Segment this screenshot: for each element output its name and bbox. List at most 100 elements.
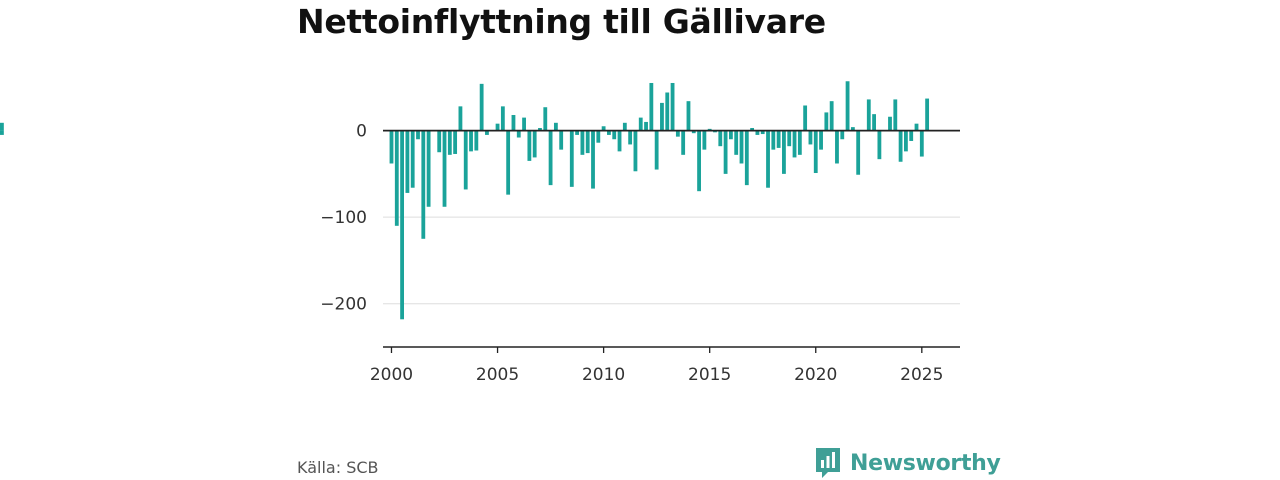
bars — [0, 81, 930, 320]
bar — [675, 130, 680, 137]
bar — [601, 126, 606, 131]
bar — [426, 130, 431, 207]
bar — [734, 130, 739, 155]
bar — [585, 130, 590, 154]
axes — [383, 129, 960, 353]
bar — [919, 130, 924, 157]
bar — [410, 130, 415, 188]
bar — [0, 130, 4, 135]
x-tick-labels: 2000 2005 2010 2015 2020 2025 — [370, 365, 944, 385]
source-note: Källa: SCB — [297, 458, 379, 477]
bar — [485, 130, 489, 135]
y-tick-label: 0 — [356, 122, 367, 142]
bar — [580, 130, 585, 155]
bar — [442, 130, 447, 207]
bar — [925, 98, 930, 131]
brand-name: Newsworthy — [850, 450, 1001, 476]
bar — [866, 99, 871, 131]
bar — [750, 127, 755, 131]
bar — [463, 130, 468, 190]
bar — [644, 121, 648, 131]
bar — [660, 102, 664, 131]
bar — [622, 122, 627, 131]
bar — [845, 81, 850, 131]
x-tick-label: 2010 — [582, 365, 625, 385]
bar — [479, 83, 484, 131]
bar — [596, 130, 601, 143]
bar — [739, 130, 744, 164]
bar — [405, 130, 410, 193]
bar — [702, 130, 707, 150]
bar — [416, 130, 420, 140]
bar — [803, 105, 808, 131]
bar — [813, 130, 818, 174]
bar — [665, 92, 670, 131]
bar — [612, 130, 617, 140]
bar — [532, 130, 537, 158]
bar — [400, 130, 405, 320]
bar — [776, 130, 781, 148]
bar — [681, 130, 686, 155]
newsworthy-logo: Newsworthy — [814, 446, 1001, 480]
bar — [495, 123, 500, 131]
bar — [872, 114, 876, 131]
bar — [670, 82, 675, 131]
bar — [516, 130, 521, 138]
bar — [0, 122, 4, 131]
y-tick-labels: 0 −100 −200 — [320, 122, 367, 315]
bar — [877, 130, 882, 160]
bar — [389, 130, 394, 164]
bar — [553, 122, 558, 131]
bar — [591, 130, 595, 189]
bar — [903, 130, 908, 152]
y-tick-label: −200 — [320, 295, 367, 315]
bar — [633, 130, 638, 172]
bar — [697, 130, 701, 192]
bar — [888, 116, 892, 131]
bar — [474, 130, 479, 151]
bar — [808, 130, 813, 145]
bar — [771, 130, 776, 150]
bar — [469, 130, 473, 152]
bar — [850, 127, 855, 131]
bar — [856, 130, 861, 175]
bar — [569, 130, 574, 187]
x-tick-label: 2005 — [476, 365, 519, 385]
bar — [898, 130, 903, 162]
bar — [394, 130, 399, 226]
bar — [543, 107, 548, 131]
bar — [575, 130, 580, 135]
bar — [607, 130, 611, 135]
bar — [511, 115, 516, 131]
bar — [447, 130, 452, 155]
bar — [617, 130, 622, 152]
bar — [506, 130, 511, 195]
bar — [453, 130, 458, 154]
bar — [893, 99, 898, 131]
bar — [766, 130, 770, 188]
bar — [654, 130, 659, 170]
y-tick-label: −100 — [320, 208, 367, 228]
bar — [458, 106, 463, 131]
x-tick-label: 2025 — [900, 365, 943, 385]
bar — [527, 130, 532, 161]
gridlines — [383, 216, 960, 305]
bar — [760, 130, 765, 135]
bar — [628, 130, 633, 145]
bar — [638, 117, 643, 131]
x-tick-label: 2000 — [370, 365, 413, 385]
bar — [824, 112, 829, 131]
bar — [691, 130, 696, 134]
bar — [829, 101, 834, 131]
bar — [500, 106, 505, 131]
bar — [840, 130, 845, 140]
bar — [421, 130, 426, 239]
bar — [538, 127, 542, 131]
chart: 0 −100 −200 2000 2005 2010 2015 2020 2025 — [0, 81, 960, 385]
bar — [548, 130, 553, 186]
bar — [718, 130, 723, 147]
bar — [522, 117, 526, 131]
bar — [744, 130, 749, 186]
bar — [686, 101, 691, 131]
x-tick-label: 2015 — [688, 365, 731, 385]
